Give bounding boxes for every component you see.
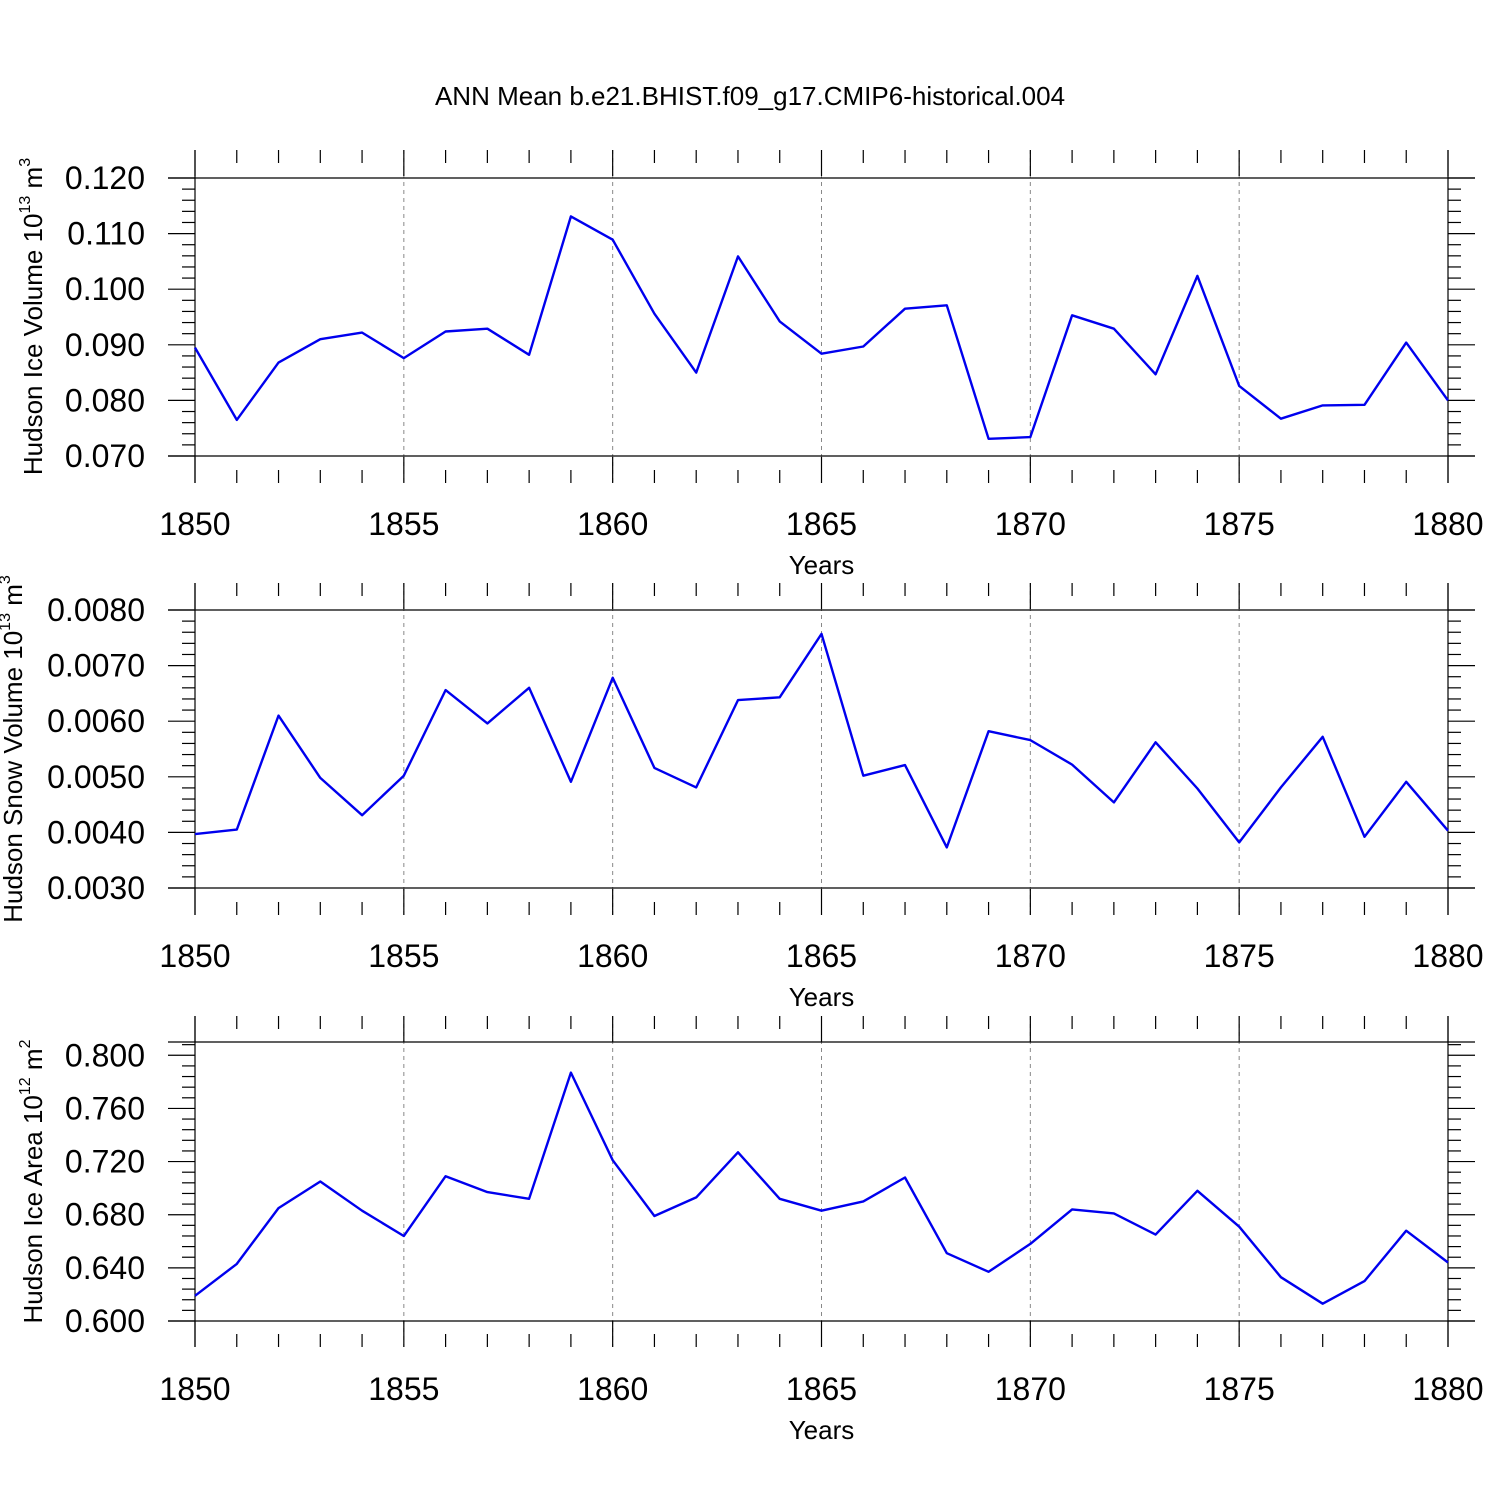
series-line — [194, 632, 1449, 849]
y-tick-label: 0.760 — [65, 1090, 145, 1126]
x-tick-label: 1855 — [368, 1371, 439, 1407]
y-tick-label: 0.0050 — [47, 759, 145, 795]
x-tick-label: 1850 — [159, 938, 230, 974]
y-tick-label: 0.100 — [65, 271, 145, 307]
y-tick-label: 0.070 — [65, 438, 145, 474]
x-axis-title: Years — [789, 982, 855, 1012]
x-tick-label: 1875 — [1204, 938, 1275, 974]
panel-3: 0.600 0.640 0.680 0.720 0.760 0.800 1850 1855 18… — [17, 1016, 1484, 1445]
x-tick-label: 1855 — [368, 938, 439, 974]
x-tick-label: 1850 — [159, 506, 230, 542]
figure-title: ANN Mean b.e21.BHIST.f09_g17.CMIP6-histo… — [435, 81, 1065, 111]
x-tick-label: 1865 — [786, 506, 857, 542]
x-tick-label: 1875 — [1204, 1371, 1275, 1407]
y-tick-label: 0.600 — [65, 1303, 145, 1339]
y-tick-label: 0.0070 — [47, 648, 145, 684]
y-tick-label: 0.680 — [65, 1197, 145, 1233]
y-tick-label: 0.0040 — [47, 814, 145, 850]
panel-2: 0.0030 0.0040 0.0050 0.0060 0.0070 0.0080 1850… — [0, 575, 1484, 1012]
y-tick-label: 0.0060 — [47, 703, 145, 739]
x-tick-label: 1850 — [159, 1371, 230, 1407]
y-tick-label: 0.640 — [65, 1250, 145, 1286]
y-tick-label: 0.0030 — [47, 870, 145, 906]
x-tick-label: 1860 — [577, 938, 648, 974]
y-axis-title: Hudson Snow Volume 1013 m3 — [0, 575, 28, 923]
x-tick-label: 1870 — [995, 938, 1066, 974]
x-axis-title: Years — [789, 550, 855, 580]
panel-1: 0.070 0.080 0.090 0.100 0.110 0.120 1850 1855 18… — [17, 150, 1484, 580]
y-tick-label: 0.080 — [65, 382, 145, 418]
x-tick-label: 1870 — [995, 506, 1066, 542]
x-tick-label: 1860 — [577, 506, 648, 542]
x-tick-label: 1855 — [368, 506, 439, 542]
x-tick-label: 1880 — [1412, 506, 1483, 542]
y-axis-title: Hudson Ice Area 1012 m2 — [17, 1039, 48, 1323]
y-tick-label: 0.090 — [65, 327, 145, 363]
x-axis-title: Years — [789, 1415, 855, 1445]
y-tick-label: 0.800 — [65, 1037, 145, 1073]
x-tick-label: 1880 — [1412, 1371, 1483, 1407]
y-tick-label: 0.0080 — [47, 592, 145, 628]
x-tick-label: 1880 — [1412, 938, 1483, 974]
x-tick-label: 1875 — [1204, 506, 1275, 542]
x-tick-label: 1870 — [995, 1371, 1066, 1407]
x-tick-label: 1860 — [577, 1371, 648, 1407]
x-tick-label: 1865 — [786, 938, 857, 974]
y-tick-label: 0.720 — [65, 1144, 145, 1180]
y-tick-label: 0.120 — [65, 160, 145, 196]
y-axis-title: Hudson Ice Volume 1013 m3 — [17, 158, 48, 475]
series-line — [194, 1071, 1449, 1305]
y-tick-label: 0.110 — [67, 216, 145, 252]
series-line — [193, 215, 1449, 440]
panels: 0.070 0.080 0.090 0.100 0.110 0.120 1850 1855 18… — [0, 150, 1484, 1445]
x-tick-label: 1865 — [786, 1371, 857, 1407]
